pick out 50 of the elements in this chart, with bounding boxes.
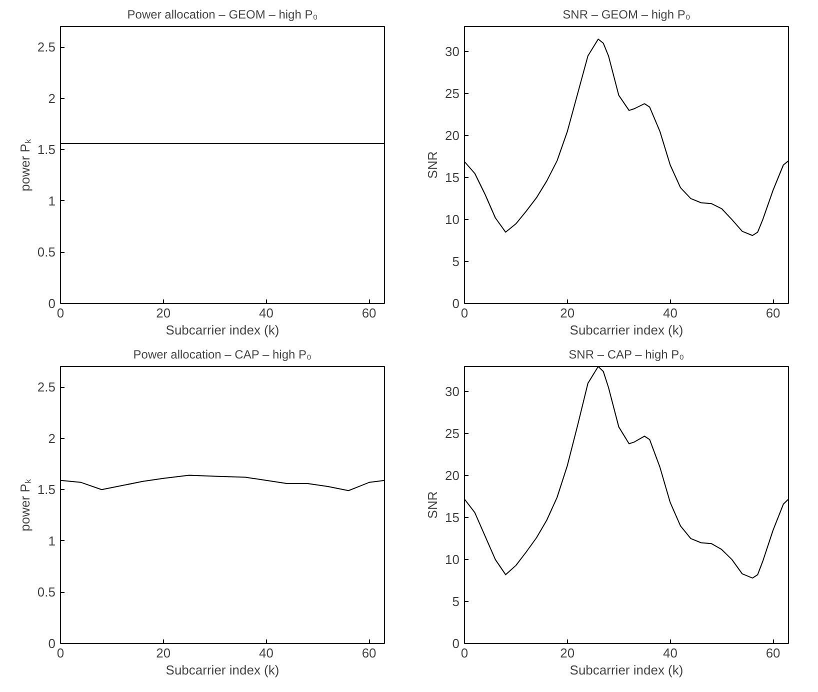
y-tick-label: 10 bbox=[445, 552, 460, 568]
y-tick-label: 2 bbox=[48, 430, 56, 446]
y-axis-title: power Pₖ bbox=[17, 138, 32, 192]
chart-title: Power allocation – CAP – high P₀ bbox=[133, 348, 312, 362]
y-axis-title: power Pₖ bbox=[17, 478, 32, 532]
y-tick-label: 30 bbox=[445, 384, 460, 400]
y-tick-label: 2.5 bbox=[37, 40, 56, 55]
y-tick-label: 1 bbox=[48, 533, 56, 548]
y-axis-title: SNR bbox=[425, 491, 440, 519]
y-tick-label: 1 bbox=[48, 193, 56, 208]
y-tick-label: 1.5 bbox=[37, 142, 56, 158]
x-tick-label: 60 bbox=[766, 306, 780, 320]
y-tick-label: 15 bbox=[445, 170, 460, 186]
y-tick-label: 0.5 bbox=[37, 584, 56, 600]
chart-title: SNR – GEOM – high P₀ bbox=[562, 8, 690, 22]
y-tick-label: 0.5 bbox=[37, 244, 56, 260]
y-tick-label: 5 bbox=[452, 254, 460, 270]
y-tick-label: 10 bbox=[445, 212, 460, 228]
x-tick-label: 60 bbox=[362, 306, 376, 320]
x-tick-label: 20 bbox=[560, 306, 575, 320]
y-tick-label: 0 bbox=[452, 636, 460, 651]
y-tick-label: 1.5 bbox=[37, 482, 56, 498]
y-tick-label: 15 bbox=[445, 510, 460, 526]
x-axis-title: Subcarrier index (k) bbox=[570, 662, 684, 678]
y-tick-label: 2.5 bbox=[37, 380, 56, 395]
x-tick-label: 40 bbox=[258, 306, 274, 320]
x-tick-label: 20 bbox=[560, 646, 575, 660]
x-tick-label: 20 bbox=[156, 646, 171, 660]
y-tick-label: 30 bbox=[445, 44, 460, 60]
x-axis-title: Subcarrier index (k) bbox=[166, 322, 280, 338]
x-tick-label: 60 bbox=[766, 646, 780, 660]
chart-title: SNR – CAP – high P₀ bbox=[568, 348, 684, 362]
x-axis-title: Subcarrier index (k) bbox=[166, 662, 280, 678]
y-tick-label: 0 bbox=[48, 296, 56, 311]
y-tick-label: 2 bbox=[48, 90, 56, 106]
y-tick-label: 20 bbox=[445, 468, 460, 484]
y-tick-label: 0 bbox=[452, 296, 460, 311]
y-tick-label: 5 bbox=[452, 594, 460, 610]
x-tick-label: 20 bbox=[156, 306, 171, 320]
x-axis-title: Subcarrier index (k) bbox=[570, 322, 684, 338]
x-tick-label: 40 bbox=[662, 646, 678, 660]
x-tick-label: 60 bbox=[362, 646, 376, 660]
y-tick-label: 20 bbox=[445, 128, 460, 144]
y-tick-label: 25 bbox=[445, 86, 460, 102]
y-tick-label: 0 bbox=[48, 636, 56, 651]
x-tick-label: 40 bbox=[662, 306, 678, 320]
chart-title: Power allocation – GEOM – high P₀ bbox=[127, 8, 318, 22]
y-tick-label: 25 bbox=[445, 426, 460, 442]
y-axis-title: SNR bbox=[425, 151, 440, 179]
x-tick-label: 40 bbox=[258, 646, 274, 660]
